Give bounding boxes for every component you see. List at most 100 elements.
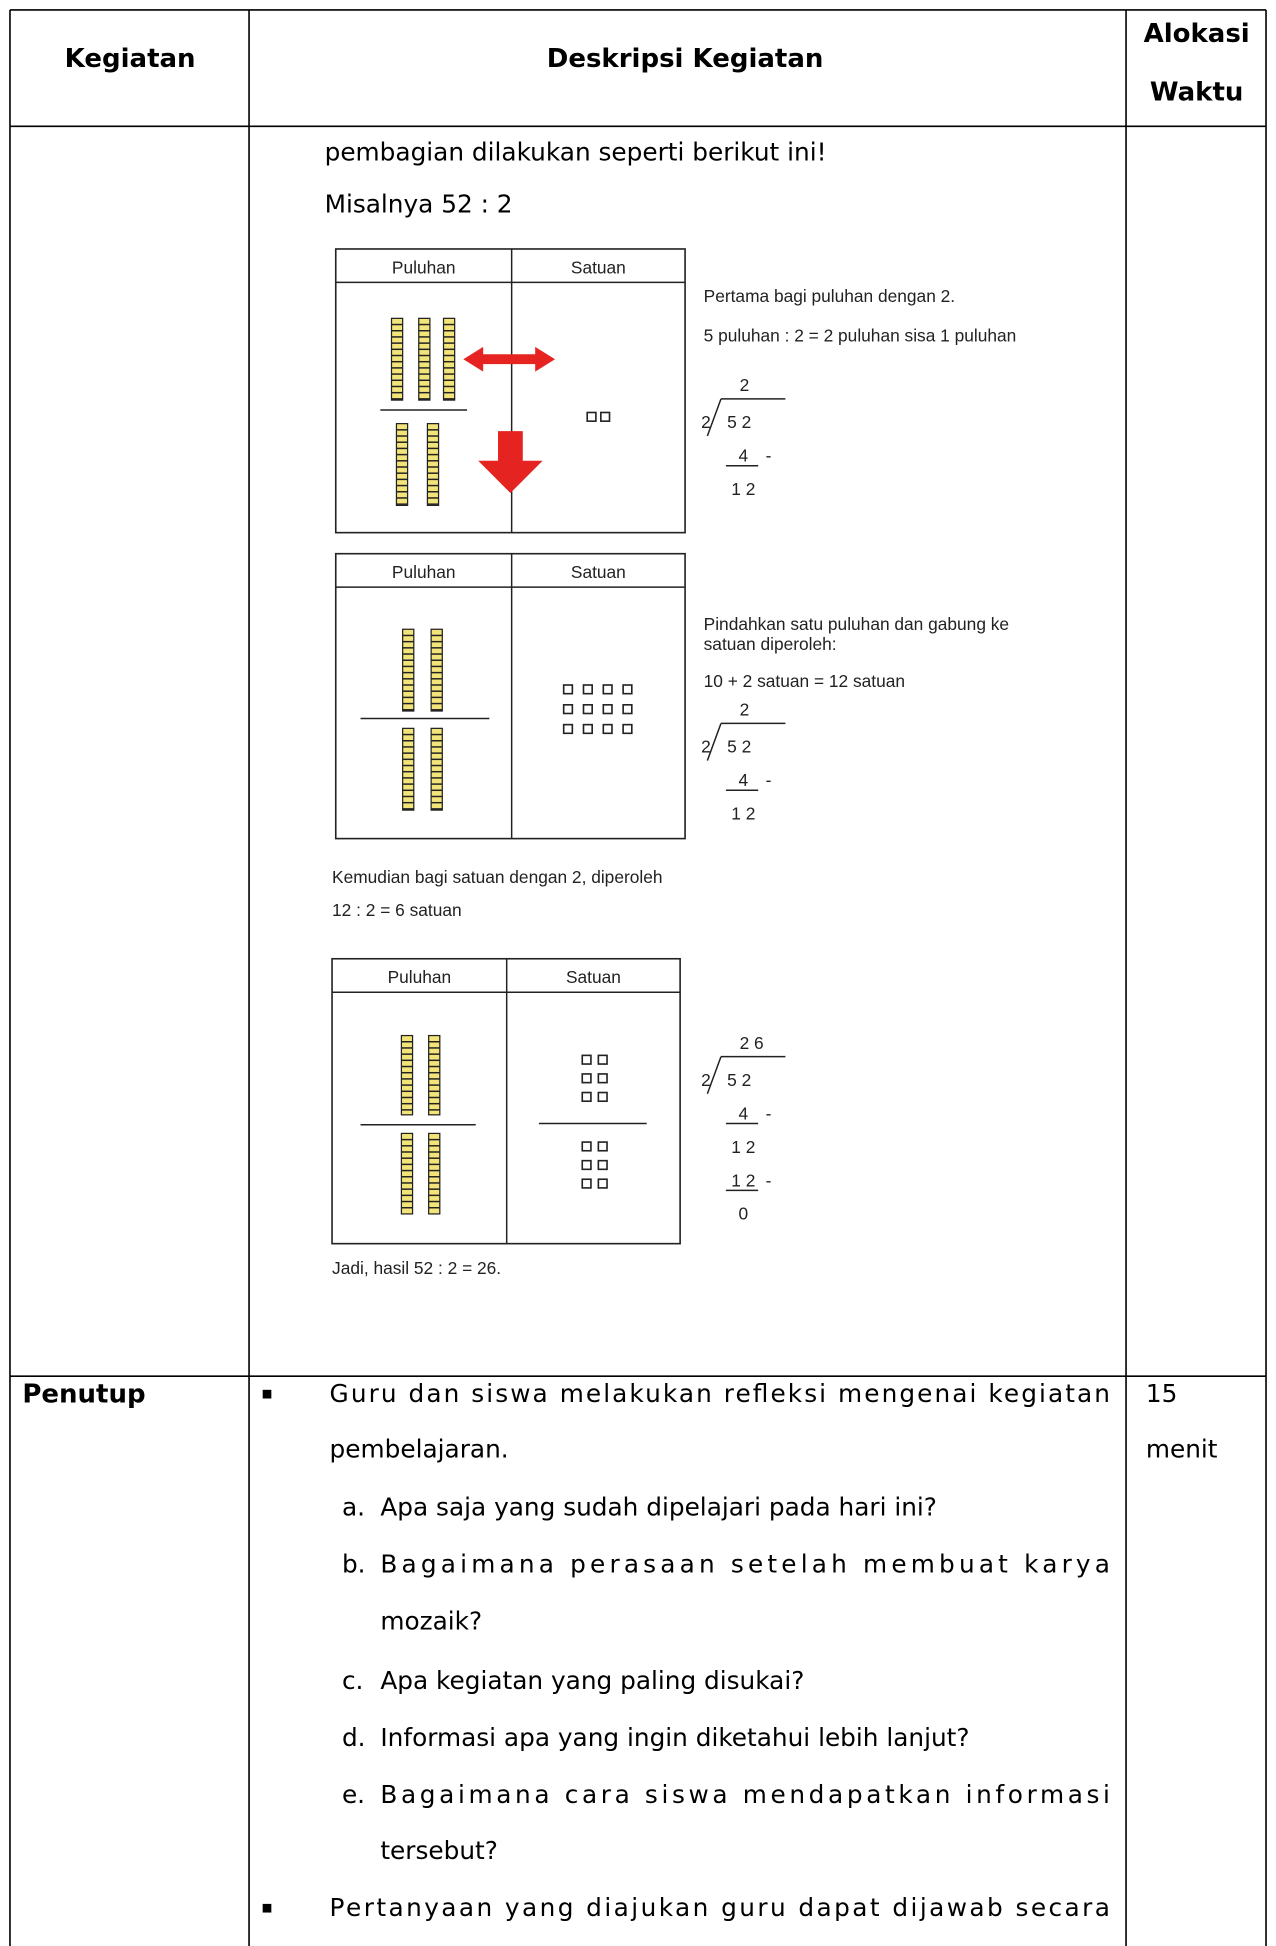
division-step: 4 [738, 446, 748, 466]
column-header: Satuan [571, 257, 626, 277]
paragraph-line: Bagaimana perasaan setelah membuat karya [380, 1550, 1110, 1579]
unit-cube [582, 684, 593, 695]
ten-rod [430, 727, 443, 811]
unit-cube [581, 1159, 592, 1171]
unit-cube [597, 1091, 608, 1103]
unit-cube [597, 1178, 608, 1189]
division-step: 4 [738, 1103, 748, 1123]
unit-cube [581, 1054, 592, 1065]
paragraph-line: pembelajaran. [330, 1435, 509, 1464]
quotient: 2 6 [740, 1033, 764, 1053]
unit-cube [602, 704, 613, 715]
paragraph-line: mozaik? [380, 1607, 482, 1636]
paragraph-line: Informasi apa yang ingin diketahui lebih… [380, 1723, 969, 1752]
ten-rod [402, 727, 415, 811]
paragraph-line: Apa saja yang sudah dipelajari pada hari… [380, 1493, 937, 1522]
division-step: 4 [738, 770, 748, 790]
unit-cube [581, 1073, 592, 1084]
unit-cube [586, 411, 597, 422]
column-header: Satuan [566, 967, 621, 987]
minus-sign: - [766, 1103, 772, 1123]
paragraph-line: Apa kegiatan yang paling disukai? [380, 1666, 804, 1695]
paragraph-line: Pertanyaan yang diajukan guru dapat dija… [330, 1893, 1110, 1922]
division-bracket [706, 1056, 722, 1095]
column-header: Puluhan [388, 967, 452, 987]
paragraph: pembagian dilakukan seperti berikut ini! [325, 138, 827, 167]
bullet [262, 1389, 272, 1399]
quotient: 2 [740, 375, 750, 395]
note: satuan diperoleh: [704, 634, 837, 654]
division-step: 0 [738, 1204, 748, 1224]
unit-cube [582, 723, 593, 735]
division-step: 1 2 [731, 1170, 755, 1190]
ten-rod [400, 1132, 414, 1215]
divisor: 2 [701, 412, 711, 432]
paragraph: Misalnya 52 : 2 [325, 190, 513, 219]
header-cell: Deskripsi Kegiatan [547, 44, 824, 74]
ten-rod [390, 317, 404, 401]
unit-cube [581, 1178, 592, 1189]
minus-sign: - [766, 770, 772, 790]
list-label: a. [342, 1493, 365, 1522]
list-label: c. [342, 1666, 363, 1695]
unit-cube [597, 1141, 608, 1152]
ten-rod [428, 1132, 441, 1215]
conclusion: Jadi, hasil 52 : 2 = 26. [332, 1258, 501, 1278]
duration: menit [1146, 1435, 1218, 1464]
header-cell: Alokasi [1144, 19, 1250, 49]
list-label: d. [342, 1723, 366, 1752]
ten-rod [426, 423, 440, 507]
ten-rod [400, 1034, 414, 1116]
unit-cube [597, 1073, 608, 1084]
division-step: 1 2 [731, 804, 755, 824]
dividend: 5 2 [727, 412, 751, 432]
division-step: 1 2 [731, 479, 755, 499]
duration: 15 [1146, 1379, 1178, 1408]
note: Pindahkan satu puluhan dan gabung ke [704, 614, 1009, 634]
unit-cube [622, 723, 633, 735]
column-header: Satuan [571, 562, 626, 582]
place-value-table [334, 552, 686, 840]
unit-cube [562, 723, 574, 735]
ten-rod [428, 1034, 441, 1116]
quotient: 2 [740, 700, 750, 720]
divisor: 2 [701, 737, 711, 757]
note: 12 : 2 = 6 satuan [332, 900, 462, 920]
minus-sign: - [766, 1170, 772, 1190]
unit-cube [602, 684, 613, 695]
ten-rod [418, 317, 431, 401]
header-cell: Kegiatan [65, 44, 196, 74]
unit-cube [582, 704, 593, 715]
red-arrow [478, 431, 543, 494]
list-label: b. [342, 1550, 366, 1579]
unit-cube [562, 684, 574, 695]
list-label: e. [342, 1780, 365, 1809]
note: 5 puluhan : 2 = 2 puluhan sisa 1 puluhan [704, 326, 1017, 346]
bullet [262, 1903, 272, 1913]
red-arrow [463, 346, 556, 372]
unit-cube [597, 1054, 608, 1065]
unit-cube [581, 1091, 592, 1103]
place-value-table [334, 248, 686, 534]
division-bracket [706, 398, 722, 437]
header-cell: Waktu [1150, 77, 1244, 107]
division-bracket [706, 723, 722, 761]
unit-cube [562, 704, 574, 715]
divisor: 2 [701, 1070, 711, 1090]
note: 10 + 2 satuan = 12 satuan [704, 671, 905, 691]
minus-sign: - [766, 446, 772, 466]
unit-cube [622, 704, 633, 715]
note: Kemudian bagi satuan dengan 2, diperoleh [332, 867, 662, 887]
dividend: 5 2 [727, 1070, 751, 1090]
activity-name: Penutup [22, 1379, 145, 1409]
paragraph-line: tersebut? [380, 1836, 498, 1865]
unit-cube [602, 723, 613, 735]
ten-rod [402, 628, 415, 712]
ten-rod [442, 317, 456, 401]
unit-cube [600, 411, 611, 422]
paragraph-line: Guru dan siswa melakukan refleksi mengen… [330, 1379, 1110, 1408]
note: Pertama bagi puluhan dengan 2. [704, 286, 955, 306]
column-header: Puluhan [392, 257, 456, 277]
